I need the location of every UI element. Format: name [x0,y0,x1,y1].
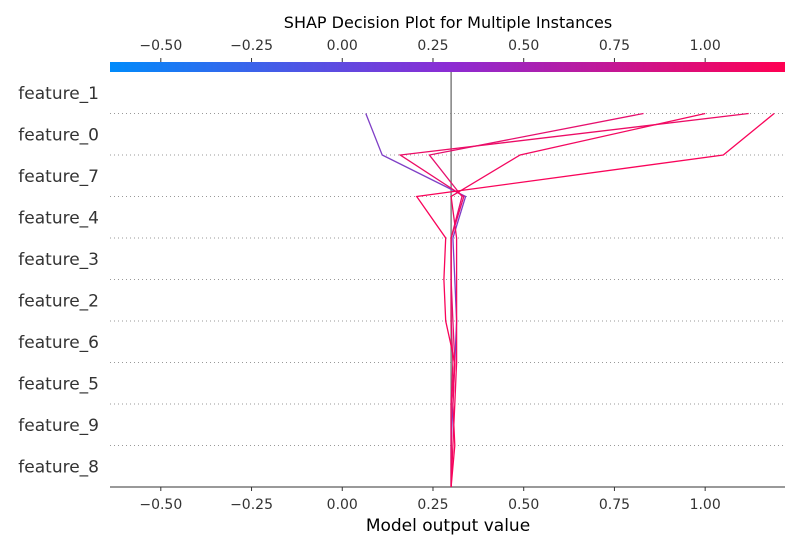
feature-label: feature_7 [18,167,99,187]
bottom-tick-label: −0.50 [139,497,182,513]
bottom-tick-label: 0.50 [508,497,539,513]
top-tick-label: 0.75 [599,38,630,54]
bottom-tick-label: 0.00 [327,497,358,513]
top-axis: −0.50 −0.25 0.00 0.25 0.50 0.75 1.00 [139,38,721,62]
feature-labels: feature_1 feature_0 feature_7 feature_4feat… [18,84,99,478]
feature-label: feature_2 [18,291,99,311]
top-tick-label: 1.00 [690,38,721,54]
feature-label: feature_3 [18,250,99,270]
top-tick-label: 0.50 [508,38,539,54]
top-tick-label: −0.50 [139,38,182,54]
decision-line [450,112,706,488]
bottom-tick-label: −0.25 [230,497,273,513]
bottom-axis: −0.50 −0.25 0.00 0.25 0.50 0.75 1.00 [110,486,785,513]
bottom-tick-label: 1.00 [690,497,721,513]
decision-line [365,113,467,487]
feature-label: feature_4 [18,208,99,228]
output-colorbar [110,62,785,72]
top-tick-label: 0.25 [417,38,448,54]
feature-label: feature_8 [18,457,99,477]
feature-label: feature_1 [18,84,99,104]
feature-label: feature_9 [18,416,99,436]
feature-label: feature_0 [18,125,99,145]
bottom-tick-label: 0.75 [599,497,630,513]
top-tick-label: −0.25 [230,38,273,54]
bottom-tick-label: 0.25 [417,497,448,513]
x-axis-label: Model output value [366,516,530,536]
chart-title: SHAP Decision Plot for Multiple Instance… [284,13,612,32]
decision-line [415,112,775,488]
top-tick-label: 0.00 [327,38,358,54]
feature-label: feature_6 [18,333,99,353]
decision-lines [365,112,775,488]
grid-lines [110,113,785,446]
feature-label: feature_5 [18,374,99,394]
decision-line [398,112,749,487]
